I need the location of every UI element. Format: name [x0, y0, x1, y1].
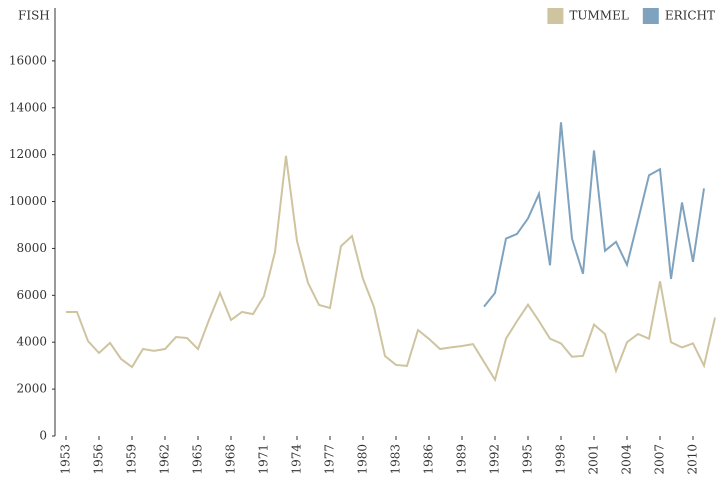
y-tick-label: 6000 — [16, 288, 47, 302]
legend-label: ERICHT — [665, 9, 715, 23]
y-tick-label: 12000 — [9, 147, 47, 161]
x-tick-label: 2001 — [587, 444, 601, 475]
y-tick-label: 0 — [39, 429, 47, 443]
x-tick-label: 1953 — [59, 444, 73, 475]
series-line — [483, 122, 705, 308]
x-tick-label: 1959 — [125, 444, 139, 475]
x-tick-label: 1974 — [290, 444, 304, 475]
y-axis-label: FISH — [18, 9, 50, 23]
x-tick-label: 1992 — [488, 444, 502, 475]
series-line — [66, 155, 716, 383]
legend-swatch — [547, 8, 564, 24]
x-tick-label: 2010 — [686, 444, 700, 475]
legend-swatch — [642, 8, 659, 24]
x-tick-label: 1989 — [455, 444, 469, 475]
x-tick-label: 2004 — [620, 444, 634, 475]
y-tick-label: 2000 — [16, 382, 47, 396]
x-tick-label: 1971 — [257, 444, 271, 475]
x-tick-label: 1983 — [389, 444, 403, 475]
x-tick-label: 1995 — [521, 444, 535, 475]
x-tick-label: 1980 — [356, 444, 370, 475]
legend-label: TUMMEL — [569, 9, 628, 23]
x-tick-label: 1965 — [191, 444, 205, 475]
x-tick-label: 1962 — [158, 444, 172, 475]
x-tick-label: 1956 — [92, 444, 106, 475]
y-tick-label: 16000 — [9, 53, 47, 67]
y-tick-label: 10000 — [9, 194, 47, 208]
x-tick-label: 1968 — [224, 444, 238, 475]
x-tick-label: 1986 — [422, 444, 436, 475]
x-tick-label: 1998 — [554, 444, 568, 475]
y-tick-label: 8000 — [16, 241, 47, 255]
y-tick-label: 4000 — [16, 335, 47, 349]
y-tick-label: 14000 — [9, 100, 47, 114]
x-tick-label: 1977 — [323, 444, 337, 475]
x-tick-label: 2007 — [653, 444, 667, 475]
